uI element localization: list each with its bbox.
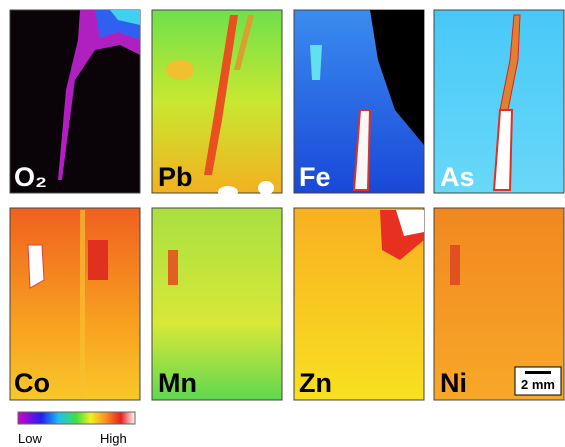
panel-ni: Ni 2 mm: [434, 208, 564, 400]
panel-label: Fe: [299, 162, 331, 192]
panel-label: O₂: [14, 162, 47, 192]
panel-mn: Mn: [152, 208, 282, 400]
scale-bar-label: 2 mm: [521, 377, 555, 392]
figure: O₂ Pb Fe As Co Mn Zn: [0, 0, 565, 447]
panel-label: Ni: [440, 368, 467, 398]
colorbar-high: High: [100, 431, 127, 446]
panel-label: Pb: [158, 162, 193, 192]
panel-co: Co: [10, 208, 140, 400]
colorbar-low: Low: [18, 431, 42, 446]
panel-label: Co: [14, 368, 50, 398]
panel-label: Mn: [158, 368, 197, 398]
panel-o2: O₂: [10, 10, 140, 193]
panel-label: Zn: [299, 368, 332, 398]
colorbar: [18, 412, 135, 424]
panel-fe: Fe: [294, 10, 424, 193]
panel-zn: Zn: [294, 208, 424, 400]
panel-pb: Pb: [152, 10, 282, 198]
panel-label: As: [440, 162, 475, 192]
panel-as: As: [434, 10, 564, 193]
scale-bar: [525, 371, 551, 374]
